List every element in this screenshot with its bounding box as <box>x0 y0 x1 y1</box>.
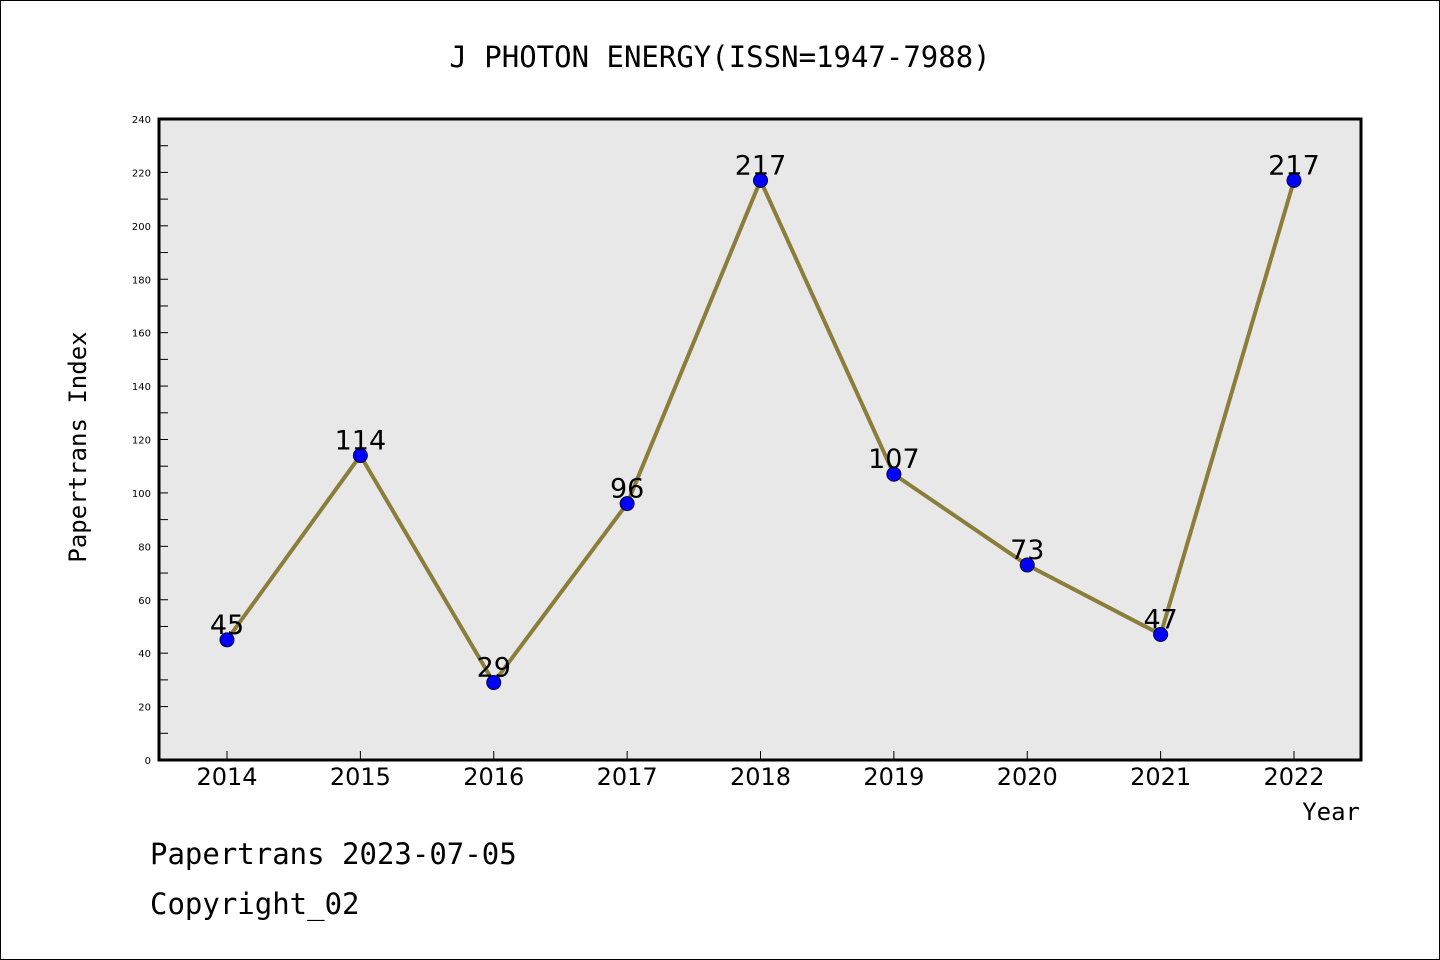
footer-copyright: Copyright_02 <box>150 887 360 922</box>
data-label: 96 <box>610 474 644 505</box>
data-point <box>886 466 902 482</box>
data-point <box>352 448 368 464</box>
data-label: 217 <box>735 150 787 181</box>
data-label: 107 <box>868 444 920 475</box>
footer-date: Papertrans 2023-07-05 <box>150 837 517 871</box>
data-label: 217 <box>1268 150 1320 181</box>
data-point <box>219 632 235 648</box>
data-point <box>486 675 502 691</box>
y-tick-label: 240 <box>132 115 151 126</box>
data-point <box>1019 557 1035 573</box>
y-tick-label: 60 <box>138 596 151 607</box>
x-axis-label: Year <box>1302 798 1360 826</box>
y-tick-label: 200 <box>132 222 151 233</box>
y-tick-label: 80 <box>138 542 151 553</box>
data-label: 45 <box>210 610 244 641</box>
chart-title: J PHOTON ENERGY(ISSN=1947-7988) <box>449 40 990 74</box>
y-axis-label: Papertrans Index <box>64 331 92 562</box>
x-axis: 2014 2015 2016 2017 2018 2019 2020 2021 2022 <box>196 751 1325 791</box>
data-label: 73 <box>1010 535 1044 566</box>
data-label: 114 <box>335 426 387 457</box>
y-tick-label: 160 <box>132 329 151 340</box>
x-tick-label: 2018 <box>730 763 791 791</box>
y-tick-label: 220 <box>132 168 151 179</box>
y-tick-label: 0 <box>145 756 151 767</box>
x-tick-label: 2015 <box>330 763 391 791</box>
data-label: 29 <box>477 653 511 684</box>
y-tick-label: 140 <box>132 382 151 393</box>
data-point <box>1153 626 1169 642</box>
x-tick-label: 2019 <box>863 763 924 791</box>
y-tick-label: 20 <box>138 703 151 714</box>
x-tick-label: 2017 <box>597 763 658 791</box>
data-point <box>619 496 635 512</box>
data-points <box>219 172 1302 691</box>
y-tick-label: 120 <box>132 436 151 447</box>
x-tick-label: 2016 <box>463 763 524 791</box>
x-tick-label: 2020 <box>997 763 1058 791</box>
y-tick-label: 100 <box>132 489 151 500</box>
data-label: 47 <box>1143 604 1177 635</box>
plot-area <box>157 117 1363 762</box>
x-tick-label: 2014 <box>196 763 257 791</box>
y-tick-label: 40 <box>138 649 151 660</box>
data-labels: 45 114 29 96 217 107 73 47 217 <box>210 150 1320 683</box>
y-axis: 0 20 40 60 80 100 120 140 160 180 200 220 240 <box>132 115 168 767</box>
y-tick-label: 180 <box>132 275 151 286</box>
data-point <box>1286 172 1302 188</box>
x-tick-label: 2022 <box>1263 763 1324 791</box>
x-tick-label: 2021 <box>1130 763 1191 791</box>
data-point <box>753 172 768 188</box>
